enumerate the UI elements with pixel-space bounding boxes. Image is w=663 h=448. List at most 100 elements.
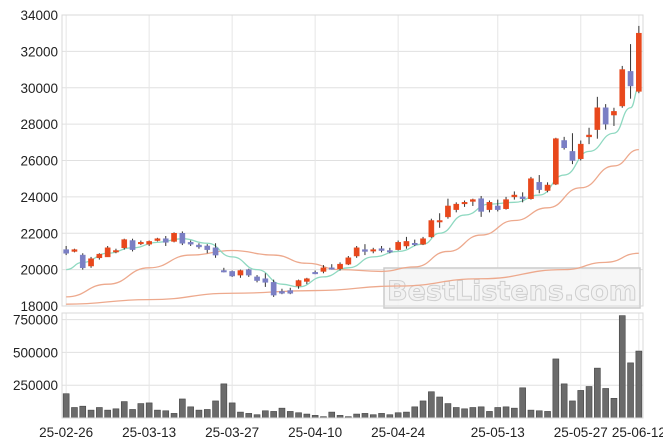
volume-bar <box>428 391 435 419</box>
volume-bar <box>245 413 253 419</box>
ma60-line <box>66 252 639 305</box>
candle-up <box>403 241 410 247</box>
candle-down <box>179 233 186 244</box>
volume-bar <box>62 393 70 419</box>
candle-up <box>445 205 451 218</box>
volume-tick-label: 500000 <box>13 345 58 360</box>
volume-bar <box>303 413 311 419</box>
volume-bar <box>552 358 560 419</box>
volume-bar <box>162 410 170 419</box>
candle-down <box>187 242 194 245</box>
price-tick-label: 26000 <box>20 154 58 169</box>
candle-down <box>519 196 526 199</box>
candle-up <box>511 194 518 198</box>
price-tick-label: 32000 <box>20 44 58 59</box>
price-tick-label: 18000 <box>20 299 58 314</box>
volume-bar <box>544 411 551 419</box>
ma5-line <box>66 87 640 288</box>
price-panel-border <box>61 14 644 307</box>
volume-bar <box>237 411 244 419</box>
candle-down <box>221 270 227 273</box>
candle-down <box>204 245 211 250</box>
candles <box>63 25 642 297</box>
candle-up <box>138 242 144 245</box>
chart-frame <box>61 14 644 419</box>
volume-bar <box>627 362 634 419</box>
candle-up <box>453 203 460 210</box>
volume-bar <box>328 411 336 419</box>
candle-up <box>611 111 617 116</box>
volume-bar <box>220 383 228 419</box>
candle-up <box>121 239 128 249</box>
moving-averages <box>66 87 640 305</box>
candle-up <box>470 199 476 202</box>
volume-bar <box>154 409 161 419</box>
price-tick-label: 20000 <box>20 263 58 278</box>
candle-down <box>129 240 136 250</box>
date-tick-label: 25-03-13 <box>122 425 176 440</box>
volume-bar <box>112 408 120 419</box>
volume-bar <box>403 411 410 419</box>
volume-bar <box>394 412 402 419</box>
candle-up <box>503 199 509 209</box>
volume-bar <box>212 400 219 419</box>
candle-down <box>478 198 484 212</box>
candle-down <box>387 250 393 253</box>
volume-bar <box>419 400 427 419</box>
candle-down <box>328 267 335 270</box>
volume-bar <box>577 390 585 419</box>
candle-up <box>528 178 534 199</box>
volume-tick-label: 250000 <box>13 378 58 393</box>
candle-up <box>237 270 244 276</box>
candle-up <box>104 247 111 258</box>
date-tick-label: 25-04-10 <box>288 425 342 440</box>
candle-up <box>544 184 551 191</box>
candle-up <box>71 249 78 252</box>
volume-bar <box>635 350 643 419</box>
candle-up <box>154 238 161 241</box>
volume-bar <box>71 407 78 419</box>
candle-down <box>162 238 169 243</box>
volume-bar <box>137 403 145 419</box>
volume-bars <box>62 315 643 419</box>
volume-bar <box>486 411 493 419</box>
candle-up <box>353 247 360 257</box>
candle-down <box>362 249 368 252</box>
candle-down <box>411 243 418 246</box>
price-tick-label: 34000 <box>20 8 58 23</box>
candle-up <box>428 220 435 238</box>
candle-up <box>594 107 601 130</box>
volume-bar <box>436 396 443 419</box>
price-tick-label: 24000 <box>20 190 58 205</box>
candle-down <box>627 71 634 87</box>
candle-down <box>212 247 219 256</box>
volume-bar <box>129 409 136 419</box>
volume-bar <box>96 407 103 419</box>
candle-down <box>279 291 285 294</box>
candle-up <box>486 202 493 210</box>
volume-bar <box>411 406 419 419</box>
candle-up <box>171 233 177 242</box>
volume-bar <box>145 402 153 419</box>
candle-down <box>602 107 609 125</box>
candle-up <box>96 253 103 259</box>
volume-bar <box>378 413 385 419</box>
candle-up <box>553 138 559 185</box>
volume-bar <box>79 405 87 419</box>
candle-down <box>245 269 252 276</box>
volume-bar <box>170 413 178 419</box>
candle-up <box>345 257 352 265</box>
volume-bar <box>585 386 593 419</box>
candle-down <box>63 249 69 254</box>
volume-bar <box>270 411 277 419</box>
volume-bar <box>187 406 194 419</box>
candle-up <box>619 69 626 107</box>
volume-bar <box>87 409 95 419</box>
volume-bar <box>618 315 626 419</box>
candle-up <box>337 263 343 269</box>
date-tick-label: 25-05-13 <box>471 425 525 440</box>
price-tick-label: 28000 <box>20 117 58 132</box>
volume-bar <box>477 406 485 419</box>
candle-down <box>254 276 260 281</box>
